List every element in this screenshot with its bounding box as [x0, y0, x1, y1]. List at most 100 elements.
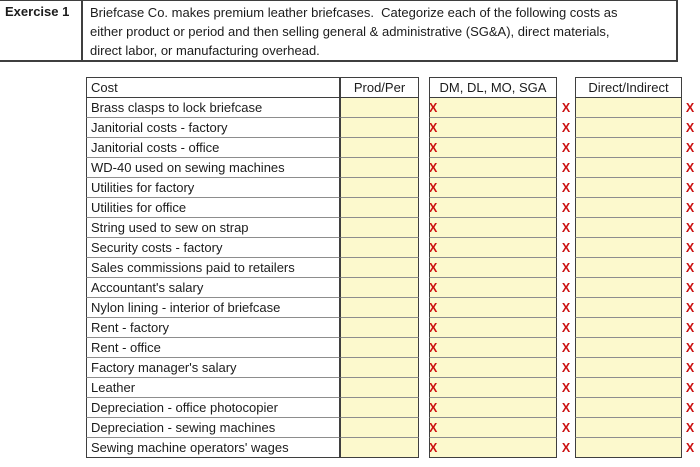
direct-indirect-answer-cell[interactable] [575, 298, 682, 318]
prod-per-answer-cell[interactable] [340, 358, 419, 378]
direct-indirect-answer-cell[interactable] [575, 258, 682, 278]
direct-indirect-answer-cell[interactable] [575, 238, 682, 258]
direct-indirect-answer-cell[interactable] [575, 318, 682, 338]
prod-per-answer-cell[interactable] [340, 318, 419, 338]
dm-answer-cell[interactable]: X [429, 358, 557, 378]
direct-indirect-answer-cell[interactable] [575, 158, 682, 178]
dm-answer-cell[interactable]: X [429, 98, 557, 118]
prod-per-answer-cell[interactable] [340, 218, 419, 238]
prod-per-answer-cell[interactable] [340, 378, 419, 398]
dm-answer-cell[interactable]: X [429, 218, 557, 238]
header-dm-dl-mo-sga: DM, DL, MO, SGA [429, 77, 557, 98]
dm-answer-cell[interactable]: X [429, 318, 557, 338]
x-marker: X [561, 280, 571, 295]
prod-per-answer-cell[interactable] [340, 258, 419, 278]
table-row: Rent - office X X X [86, 338, 698, 358]
direct-indirect-answer-cell[interactable] [575, 198, 682, 218]
column-gap [557, 77, 575, 98]
column-gap [419, 98, 429, 118]
dm-answer-cell[interactable]: X [429, 118, 557, 138]
x-marker: X [561, 120, 571, 135]
cost-label-cell: Factory manager's salary [86, 358, 340, 378]
column-gap: X [557, 378, 575, 398]
dm-answer-cell[interactable]: X [429, 438, 557, 458]
x-marker: X [561, 440, 571, 455]
dm-answer-cell[interactable]: X [429, 238, 557, 258]
table-row: Factory manager's salary X X X [86, 358, 698, 378]
direct-indirect-answer-cell[interactable] [575, 178, 682, 198]
prod-per-answer-cell[interactable] [340, 298, 419, 318]
direct-indirect-answer-cell[interactable] [575, 138, 682, 158]
column-gap [419, 158, 429, 178]
x-marker: X [429, 320, 438, 335]
dm-answer-cell[interactable]: X [429, 378, 557, 398]
prod-per-answer-cell[interactable] [340, 98, 419, 118]
cost-label-cell: Rent - office [86, 338, 340, 358]
direct-indirect-answer-cell[interactable] [575, 418, 682, 438]
prod-per-answer-cell[interactable] [340, 278, 419, 298]
x-marker: X [561, 360, 571, 375]
dm-answer-cell[interactable]: X [429, 338, 557, 358]
dm-answer-cell[interactable]: X [429, 158, 557, 178]
row-tail: X [682, 238, 698, 258]
dm-answer-cell[interactable]: X [429, 178, 557, 198]
column-gap [419, 318, 429, 338]
dm-answer-cell[interactable]: X [429, 198, 557, 218]
direct-indirect-answer-cell[interactable] [575, 358, 682, 378]
dm-answer-cell[interactable]: X [429, 258, 557, 278]
prod-per-answer-cell[interactable] [340, 198, 419, 218]
prod-per-answer-cell[interactable] [340, 138, 419, 158]
direct-indirect-answer-cell[interactable] [575, 218, 682, 238]
prod-per-answer-cell[interactable] [340, 338, 419, 358]
cost-label-cell: Rent - factory [86, 318, 340, 338]
table-row: Depreciation - sewing machines X X X [86, 418, 698, 438]
prod-per-answer-cell[interactable] [340, 418, 419, 438]
column-gap [419, 258, 429, 278]
x-marker: X [429, 240, 438, 255]
prod-per-answer-cell[interactable] [340, 398, 419, 418]
direct-indirect-answer-cell[interactable] [575, 398, 682, 418]
x-marker: X [429, 180, 438, 195]
direct-indirect-answer-cell[interactable] [575, 378, 682, 398]
column-gap: X [557, 218, 575, 238]
x-marker: X [685, 340, 695, 355]
direct-indirect-answer-cell[interactable] [575, 278, 682, 298]
dm-answer-cell[interactable]: X [429, 298, 557, 318]
x-marker: X [561, 340, 571, 355]
x-marker: X [429, 160, 438, 175]
cost-label-cell: Utilities for office [86, 198, 340, 218]
dm-answer-cell[interactable]: X [429, 278, 557, 298]
x-marker: X [685, 140, 695, 155]
table-row: Sales commissions paid to retailers X X … [86, 258, 698, 278]
dm-answer-cell[interactable]: X [429, 138, 557, 158]
x-marker: X [561, 260, 571, 275]
column-gap: X [557, 418, 575, 438]
column-gap [419, 358, 429, 378]
dm-answer-cell[interactable]: X [429, 418, 557, 438]
direct-indirect-answer-cell[interactable] [575, 118, 682, 138]
x-marker: X [429, 300, 438, 315]
prod-per-answer-cell[interactable] [340, 178, 419, 198]
cost-label-cell: Nylon lining - interior of briefcase [86, 298, 340, 318]
prod-per-answer-cell[interactable] [340, 158, 419, 178]
column-gap [419, 138, 429, 158]
prod-per-answer-cell[interactable] [340, 238, 419, 258]
direct-indirect-answer-cell[interactable] [575, 98, 682, 118]
prod-per-answer-cell[interactable] [340, 118, 419, 138]
cost-label-cell: Sewing machine operators' wages [86, 438, 340, 458]
x-marker: X [561, 240, 571, 255]
dm-answer-cell[interactable]: X [429, 398, 557, 418]
x-marker: X [429, 340, 438, 355]
cost-label-cell: Janitorial costs - office [86, 138, 340, 158]
row-tail: X [682, 438, 698, 458]
x-marker: X [561, 180, 571, 195]
direct-indirect-answer-cell[interactable] [575, 338, 682, 358]
cost-table: Cost Prod/Per DM, DL, MO, SGA Direct/Ind… [86, 77, 698, 458]
x-marker: X [561, 200, 571, 215]
direct-indirect-answer-cell[interactable] [575, 438, 682, 458]
x-marker: X [685, 100, 695, 115]
cost-label-cell: Accountant's salary [86, 278, 340, 298]
cost-label-cell: Depreciation - sewing machines [86, 418, 340, 438]
x-marker: X [561, 220, 571, 235]
prod-per-answer-cell[interactable] [340, 438, 419, 458]
